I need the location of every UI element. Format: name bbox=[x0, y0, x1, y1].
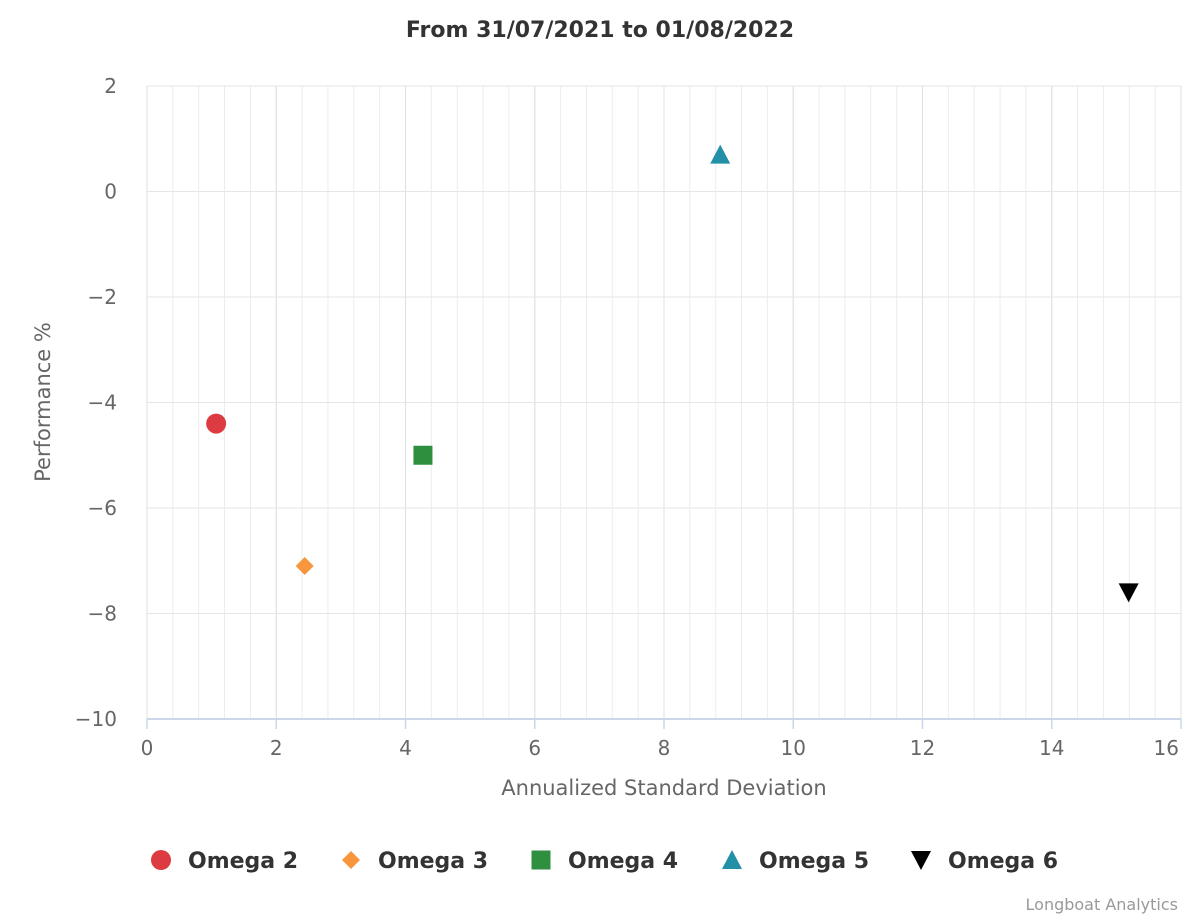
y-tick-label: −6 bbox=[88, 496, 117, 520]
data-points bbox=[206, 144, 1139, 603]
chart-title: From 31/07/2021 to 01/08/2022 bbox=[406, 18, 794, 43]
y-axis-title: Performance % bbox=[31, 322, 55, 482]
legend-marker bbox=[531, 850, 551, 870]
legend-marker bbox=[151, 850, 171, 870]
x-tick-label: 10 bbox=[781, 736, 806, 760]
legend-label: Omega 4 bbox=[568, 849, 678, 874]
y-tick-label: −4 bbox=[88, 391, 117, 415]
legend-item[interactable]: Omega 2 bbox=[151, 849, 298, 874]
y-axis-ticks: 2 0 −2 −4 −6 −8 −10 bbox=[75, 74, 117, 731]
legend-label: Omega 2 bbox=[188, 849, 298, 874]
x-tick-label: 2 bbox=[270, 736, 283, 760]
legend-marker bbox=[342, 851, 360, 869]
y-tick-label: −2 bbox=[88, 285, 117, 309]
x-axis-ticks: 0 2 4 6 8 10 12 14 16 bbox=[141, 719, 1182, 760]
x-axis-title: Annualized Standard Deviation bbox=[501, 776, 826, 800]
credit[interactable]: Longboat Analytics bbox=[1026, 895, 1178, 914]
y-tick-label: 0 bbox=[104, 180, 117, 204]
legend-label: Omega 6 bbox=[948, 849, 1058, 874]
legend-item[interactable]: Omega 4 bbox=[531, 849, 679, 874]
x-tick-label: 0 bbox=[141, 736, 154, 760]
x-tick-label: 14 bbox=[1039, 736, 1064, 760]
legend-item[interactable]: Omega 6 bbox=[911, 849, 1058, 874]
y-tick-label: −8 bbox=[88, 602, 117, 626]
data-point bbox=[413, 445, 433, 465]
data-point bbox=[1118, 583, 1139, 603]
legend-marker bbox=[722, 850, 742, 869]
y-tick-label: −10 bbox=[75, 707, 117, 731]
y-tick-label: 2 bbox=[104, 74, 117, 98]
x-tick-label: 8 bbox=[658, 736, 671, 760]
x-tick-label: 6 bbox=[528, 736, 541, 760]
data-point bbox=[206, 413, 227, 434]
legend-item[interactable]: Omega 5 bbox=[722, 849, 869, 874]
data-point bbox=[295, 557, 314, 576]
x-tick-label: 12 bbox=[910, 736, 935, 760]
x-tick-label: 16 bbox=[1154, 736, 1179, 760]
legend-label: Omega 3 bbox=[378, 849, 488, 874]
legend-label: Omega 5 bbox=[759, 849, 869, 874]
legend: Omega 2 Omega 3 Omega 4 Omega 5 Omega 6 bbox=[151, 849, 1058, 874]
x-tick-label: 4 bbox=[399, 736, 412, 760]
legend-marker bbox=[911, 851, 931, 870]
data-point bbox=[710, 144, 731, 164]
legend-item[interactable]: Omega 3 bbox=[342, 849, 488, 874]
